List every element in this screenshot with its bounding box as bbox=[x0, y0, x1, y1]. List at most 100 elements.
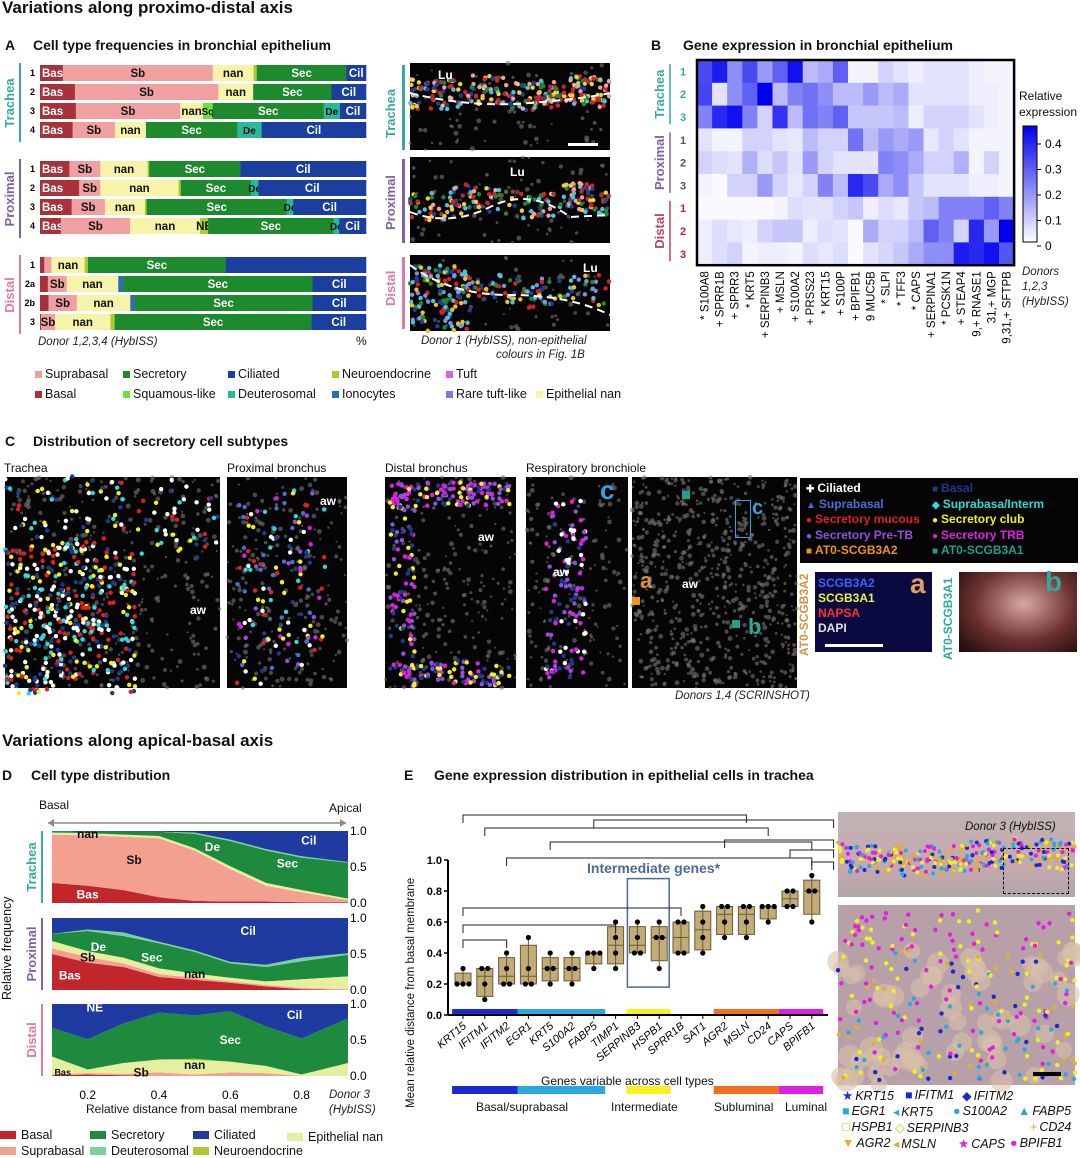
nucleus-dot bbox=[735, 634, 738, 637]
nucleus-dot bbox=[523, 139, 528, 145]
row-label: 2a bbox=[25, 279, 36, 289]
cell-marker bbox=[202, 531, 208, 537]
cell-marker bbox=[60, 582, 65, 587]
cell-marker bbox=[77, 671, 82, 677]
significance-bracket bbox=[789, 849, 835, 858]
y-tick: 0.0 bbox=[350, 1069, 367, 1083]
basal-label: Basal bbox=[39, 798, 70, 812]
nucleus-dot bbox=[215, 478, 221, 484]
cell-nucleus bbox=[986, 1049, 1007, 1070]
cell-marker bbox=[174, 537, 179, 543]
nucleus-dot bbox=[329, 617, 334, 622]
cell-marker bbox=[111, 580, 116, 585]
heatmap-cell bbox=[727, 174, 743, 198]
cell-marker bbox=[583, 630, 588, 636]
column-label: * SLPI bbox=[881, 271, 893, 304]
cell-marker bbox=[304, 639, 310, 644]
nucleus-dot bbox=[271, 684, 275, 688]
cell-marker bbox=[597, 104, 602, 110]
nucleus-dot bbox=[742, 522, 748, 528]
nucleus-dot bbox=[599, 127, 603, 132]
segment-label: Cil bbox=[306, 125, 321, 137]
nucleus-dot bbox=[645, 628, 651, 633]
cell-marker bbox=[494, 86, 500, 91]
marker-dot bbox=[878, 1055, 883, 1061]
cell-marker bbox=[105, 667, 110, 673]
area-label: De bbox=[91, 940, 107, 954]
cell-marker bbox=[68, 650, 73, 655]
cell-marker bbox=[391, 556, 397, 562]
nucleus-dot bbox=[408, 115, 412, 119]
nucleus-dot bbox=[725, 620, 731, 625]
heatmap-cell bbox=[742, 196, 758, 220]
nucleus-dot bbox=[278, 526, 283, 532]
y-tick: 0.8 bbox=[427, 886, 442, 898]
nucleus-dot bbox=[39, 519, 42, 523]
nucleus-dot bbox=[632, 519, 635, 523]
nucleus-dot bbox=[760, 543, 765, 547]
cell-marker bbox=[280, 636, 286, 641]
marker-dot bbox=[1047, 853, 1052, 858]
heatmap-cell bbox=[999, 174, 1015, 198]
cell-nucleus bbox=[896, 1041, 915, 1061]
heatmap-cell bbox=[863, 219, 879, 243]
heatmap-cell bbox=[742, 128, 758, 152]
nucleus-dot bbox=[699, 625, 703, 629]
bar-segment-cil bbox=[346, 65, 367, 81]
nucleus-dot bbox=[562, 259, 565, 263]
nucleus-dot bbox=[691, 514, 695, 519]
area-label: Bas bbox=[54, 1068, 71, 1078]
cell-marker bbox=[448, 190, 453, 195]
nucleus-dot bbox=[695, 499, 699, 503]
marker-dot bbox=[1063, 856, 1068, 861]
legend-label: Epithelial nan bbox=[308, 1130, 384, 1144]
nucleus-dot bbox=[457, 123, 462, 129]
nucleus-dot bbox=[514, 195, 517, 198]
cell-marker bbox=[298, 571, 303, 577]
nucleus-dot bbox=[640, 555, 645, 559]
nucleus-dot bbox=[51, 532, 57, 537]
nucleus-dot bbox=[478, 513, 482, 517]
nucleus-dot bbox=[120, 650, 124, 654]
cell-marker bbox=[16, 491, 21, 496]
marker-dot bbox=[910, 865, 915, 870]
nucleus-dot bbox=[20, 511, 23, 515]
marker-dot bbox=[891, 988, 896, 994]
legend-swatch bbox=[287, 1133, 303, 1141]
cell-marker bbox=[394, 539, 399, 544]
nucleus-dot bbox=[596, 625, 599, 629]
data-point bbox=[681, 919, 687, 925]
nucleus-dot bbox=[793, 503, 796, 506]
nucleus-dot bbox=[415, 560, 421, 565]
cell-marker bbox=[442, 278, 448, 283]
nucleus-dot bbox=[745, 604, 748, 608]
segment-label: Cil bbox=[296, 164, 311, 176]
significance-bracket bbox=[462, 939, 508, 948]
heatmap-cell bbox=[712, 219, 728, 243]
legend-item: Secretory bbox=[90, 1128, 165, 1142]
nucleus-dot bbox=[17, 497, 22, 503]
nucleus-dot bbox=[756, 682, 760, 686]
nucleus-dot bbox=[698, 569, 702, 573]
legend-label: Squamous-like bbox=[133, 387, 216, 401]
cell-marker bbox=[390, 522, 395, 527]
cell-marker bbox=[89, 583, 95, 589]
nucleus-dot bbox=[639, 552, 643, 556]
marker-dot bbox=[1054, 1023, 1060, 1029]
cell-marker bbox=[445, 266, 450, 271]
heatmap-cell bbox=[832, 196, 849, 220]
nucleus-dot bbox=[728, 675, 732, 680]
marker-dot bbox=[850, 929, 855, 935]
nucleus-dot bbox=[794, 581, 798, 586]
nucleus-dot bbox=[454, 476, 458, 480]
cell-marker bbox=[410, 566, 415, 571]
marker-dot bbox=[1038, 952, 1043, 958]
nucleus-dot bbox=[774, 512, 779, 517]
bar-segment-nan bbox=[114, 122, 147, 138]
marker-dot bbox=[1065, 1031, 1071, 1037]
marker-dot bbox=[939, 912, 944, 918]
nucleus-dot bbox=[447, 677, 452, 682]
nucleus-dot bbox=[337, 544, 342, 549]
cell-marker bbox=[551, 191, 556, 197]
nucleus-dot bbox=[436, 617, 442, 623]
